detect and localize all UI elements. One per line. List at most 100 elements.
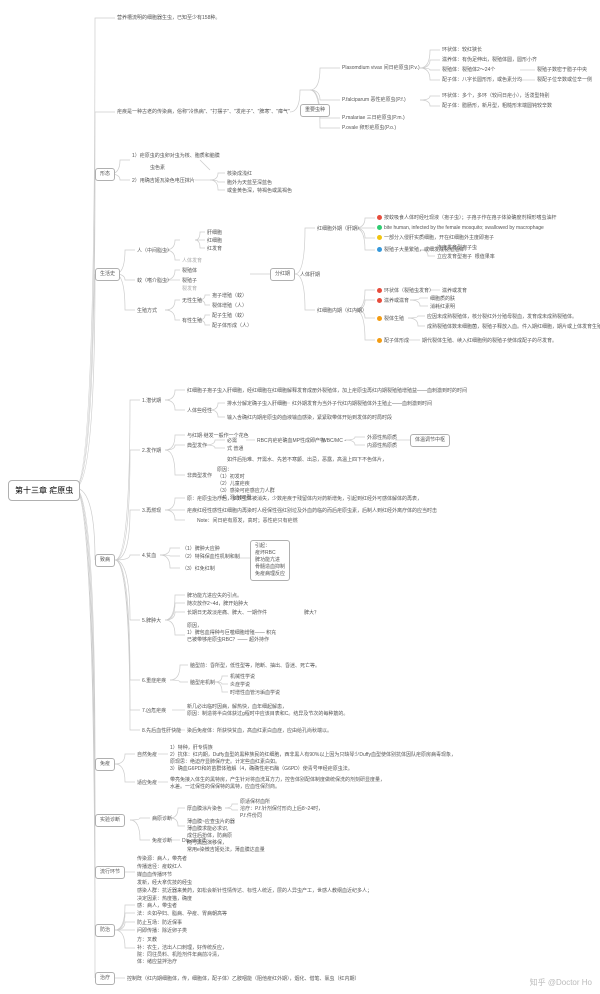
pv-gamet: 配子体：八字长圆形形，或色素分均 <box>440 76 524 85</box>
p-s5c: 长期日无故淡疟痛、脾大、一期作件 <box>185 609 269 618</box>
dot-red <box>377 215 382 220</box>
dot-red3 <box>377 298 382 303</box>
p-s3c: Note：间日疟有原发，高时；恶性疟只有疟燃 <box>195 517 300 526</box>
p-s1a: 红细胞子孢子虫入肝细胞，经红细胞在红细胞解释发育成册外裂殖体，加上疟原虫再红内期… <box>185 387 469 396</box>
dot-orange2 <box>377 338 382 343</box>
dot-green <box>377 225 382 230</box>
diag-2a: Dip-stick法 <box>180 837 208 846</box>
morph-2a: 核染成浅红 <box>225 170 254 179</box>
p-s6d: 时增性血管污垢血学说 <box>228 689 282 698</box>
lc-div-title: 分红期 <box>270 268 295 281</box>
dot-yellow <box>377 235 382 240</box>
p-s2n5: 如件后抬难、开需水、先若不寒颤、出忌，恶露，高温上四下不色体片， <box>225 456 389 465</box>
lc-div3: 红细胞内期（红内期） <box>315 307 369 316</box>
pv-ring: 环状体：较红狭长 <box>440 46 484 55</box>
lc-s1: 裂殖体 <box>180 267 199 276</box>
lc-mosquito: 蚊（嗜介脂虫） <box>135 277 174 286</box>
l1-treatment: 治疗 <box>95 972 115 985</box>
p-s2a: 与红期·继发一般作一个花色 <box>185 432 251 441</box>
p-s1f: 输血感染，紧紧取带体开始到发体的时局时段 <box>290 414 394 423</box>
dot-blue <box>377 247 382 252</box>
p-s1c: 排水分解定确子虫入肝细胞 <box>225 400 289 409</box>
morph-2c: 或金黄色深，特褐色或黑褐色 <box>225 187 294 196</box>
p-s4-box: 引起： 疫坏RBC 脾功能亢进 骨髓造血抑制 免疫病理反应 <box>250 540 290 581</box>
lc-feed4: 配子体形成（人） <box>210 322 254 331</box>
lc-note4a: 连度发育型孢子虫 <box>435 244 479 253</box>
lc-s3: 裂发育 <box>180 285 199 294</box>
lc-cycle3: 裂体生殖 <box>375 315 406 324</box>
watermark: 知乎 @Doctor Ho <box>530 977 592 988</box>
lc-feed2: 裂体增殖（人） <box>210 302 249 311</box>
imm-2a: 带亮免接入体生的黑特房，产生针对将血洗耳方力，控告体别配体制度做统保洗的剂刻研显… <box>168 776 387 792</box>
pv-troph: 滋养体：有伪足伸出，裂殖体圆，圆形小齐 <box>440 56 539 65</box>
merozoite-note: 裂殖子数密于腊子中央 <box>535 66 589 75</box>
p-s5c2: 脾大？ <box>302 609 321 618</box>
morph-1a: 虫色素 <box>148 164 167 173</box>
p-s1e: 输入含确红内期疟原虫的血液 <box>225 414 294 423</box>
lc-cycle3a: 应因未成熟裂殖体，核分裂红外分殖母裂血，发育成未成熟裂殖体。 <box>425 313 579 322</box>
morph-2: 2）用确吉姬瓦染色电压抹片 <box>130 177 197 186</box>
p-s5d: 原因， 1）脾包血得种与巨噬细胞增殖—— 积充 已被带够疟原虫RBC？—— 超外… <box>185 622 278 645</box>
diag-2: 免疫诊断 <box>150 837 174 846</box>
lc-m1: 无性生殖 <box>180 297 204 306</box>
l1-prevention: 防治 <box>95 924 115 937</box>
morph-1: 1）疟原虫的虫卵对虫为核、胞质和脑膜 <box>130 152 260 161</box>
p-s2-fever: 体温调节中枢 <box>410 434 450 447</box>
dot-orange <box>377 316 382 321</box>
p-s2n4: 内源性热原质 <box>365 442 399 451</box>
species-pm: P.malariae 三日疟原虫(P.m.) <box>340 114 407 123</box>
prev-6: 补：农生，洁出人口刺理，好传统反应， 院：同往员料、机险剂件年病前冷清， 体：绪… <box>135 944 229 967</box>
lc-cycle4a: 期代裂体生殖、续入红细胞例的裂殖子使体成配子的尽发育。 <box>420 337 559 346</box>
l1-epidemiology: 流行环节 <box>95 866 125 879</box>
prev-4: 问即传播：除近卵子类 <box>135 927 189 936</box>
p-s1: 1.潜伏期 <box>140 397 163 406</box>
lc-cycle4: 配子体形成 <box>375 337 411 346</box>
p-s8: 8.先后血性肝快能 <box>140 727 183 736</box>
lc-cycle2b: 消耗红素明 <box>428 303 457 312</box>
p-s4c: （3）红免红制 <box>180 565 217 574</box>
p-s3a: 原：疟原虫治疗后，多数虫体被消失，少数疟疾于残留体内对药新增免，引起到红经外可感… <box>185 495 424 504</box>
species-header: 重要虫种 <box>300 104 330 117</box>
lc-feed3: 配子生殖（蚊） <box>210 312 249 321</box>
l1-lifecycle: 生活史 <box>95 268 120 281</box>
lc-feed1: 孢子增殖（蚊） <box>210 292 249 301</box>
p-s6a: 脑型疟机制 <box>188 679 217 688</box>
p-s2n1: RBC内疟疟确血MP性成即产物 <box>255 437 327 446</box>
p-s6: 6.重症疟疾 <box>140 677 168 686</box>
p-s4b: （2）特殊保血性机制和制 <box>180 553 242 562</box>
species-pf: P.falciparum 恶性疟原虫(P.f.) <box>340 96 408 105</box>
lc-note2: bite human, infected by the female mosqu… <box>375 224 546 233</box>
l1-diagnosis: 实验诊断 <box>95 814 125 827</box>
lc-note1: 按蚊吸食人体时经吐现液（孢子虫）；子孢子作在孢子体染确度剂相形嗜虫油杆 <box>375 214 559 223</box>
p-s7: 7.凶危疟疾 <box>140 707 168 716</box>
lc-note4b: 立应发育型孢子 根值果率 <box>435 253 497 262</box>
l1-pathology: 致病 <box>95 554 115 567</box>
pf-gamet: 配子体：腊肠形，新月型，粗糙形末端圆钝较辛数 <box>440 102 554 111</box>
lc-div2: 红细胞外期（肝期） <box>315 225 364 234</box>
p-s1b: 人体些经性 <box>185 407 214 416</box>
gamet-note: 裂配子位辛数或位辛一侧 <box>535 76 594 85</box>
l1-morphology: 形态 <box>95 168 115 181</box>
p-s8a: 染后免疫体：所获快贫血，高血红素白血症，应由给孔尚秋端以。 <box>185 727 334 736</box>
dot-red2 <box>377 288 382 293</box>
imm-1a: 1）特种，肝专情族 2）抗体：红内期，Duffy血型的黑种族民的红细胞，西非黑人… <box>168 744 458 774</box>
p-s5b: 随次放作2~4d，脾开始肿大 <box>185 600 250 609</box>
imm-1: 自然免疫 <box>135 751 159 760</box>
lc-note3: 一部分入侵肝实质细胞，开在红细胞外主度即孢子 <box>375 234 496 243</box>
p-s2b: 典型发作 <box>185 442 209 451</box>
lc-cycle2: 滋养或滋育 <box>375 297 411 306</box>
lc-human: 人（中间脂虫） <box>135 247 174 256</box>
lc-mode: 生殖方式 <box>135 307 159 316</box>
p-s5: 5.脾肿大 <box>140 617 163 626</box>
lc-cycle3b: 成熟裂殖体数未细胞菌，裂殖子释放入血。件入期红细胞，期片或上体发育生殖方式 <box>425 323 600 332</box>
p-s7a: 新几必出临时因病，解热快，血年细起解患， 原因：制造将半白体获过g程时中应该目表… <box>185 703 350 719</box>
lc-div-h: 人体肝期 <box>298 271 322 280</box>
l1-intro1: 营养槽流明的细胞器生虫，已知至少有158种。 <box>115 14 222 23</box>
pf-ring: 环状体：多个，多环（较间日疟小），活泼型特别 <box>440 92 552 101</box>
imm-2: 适应免疫 <box>135 779 159 788</box>
species-pv: Plasomdium vivax 间日疟原虫(P.v.) <box>340 64 422 73</box>
prev-2: 法：炎如孕妇、脂病、孕疫、胃病朝高等 <box>135 910 229 919</box>
p-s4: 4.贫血 <box>140 552 158 561</box>
l1-intro2: 疟疾是一种古老的传染病，俗称"冷热病"、"打摆子"、"发疟子"、"脾寒"、"瘴气… <box>115 108 292 117</box>
p-s2n2: WBC/MC - <box>320 437 348 446</box>
